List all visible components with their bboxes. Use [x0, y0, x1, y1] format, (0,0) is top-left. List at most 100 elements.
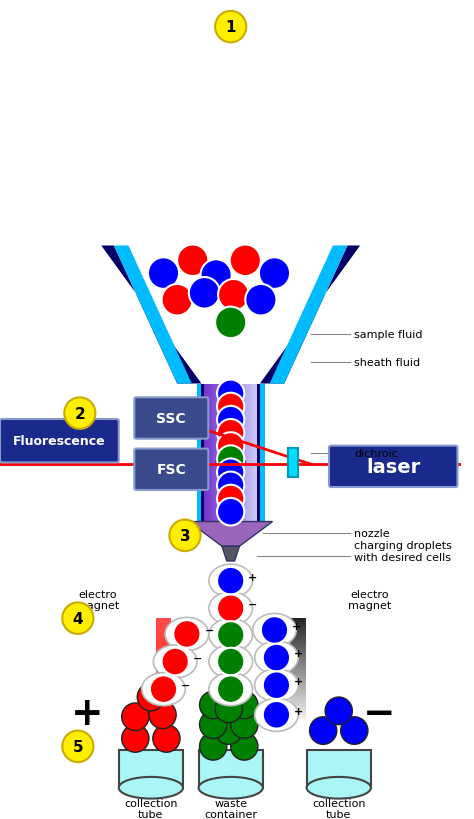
Bar [290, 635, 306, 636]
Circle shape [217, 432, 244, 460]
Circle shape [245, 284, 276, 316]
Bar [255, 384, 256, 522]
Bar [290, 715, 306, 717]
Text: dichroic: dichroic [354, 448, 398, 458]
Circle shape [325, 697, 352, 725]
Bar [156, 711, 171, 713]
Bar [156, 676, 171, 679]
Bar [250, 384, 251, 522]
Bar [156, 713, 171, 715]
Bar [290, 622, 306, 624]
Polygon shape [270, 247, 347, 384]
Text: −: − [248, 600, 257, 609]
Circle shape [218, 279, 249, 311]
Circle shape [200, 711, 227, 739]
Bar [290, 658, 306, 661]
Bar [290, 685, 306, 686]
Bar [245, 384, 246, 522]
Bar [156, 697, 171, 699]
Circle shape [259, 258, 290, 289]
Bar [232, 384, 233, 522]
Bar [290, 699, 306, 701]
Circle shape [217, 393, 244, 421]
Text: +: + [294, 676, 303, 686]
Circle shape [189, 278, 220, 310]
Text: 1: 1 [226, 20, 236, 35]
Bar [290, 695, 306, 697]
Circle shape [231, 733, 258, 760]
Bar [156, 708, 171, 711]
Bar [217, 384, 218, 522]
Bar [248, 384, 249, 522]
Bar [290, 649, 306, 650]
Ellipse shape [209, 618, 253, 652]
Text: charging droplets
with desired cells: charging droplets with desired cells [354, 541, 452, 562]
Text: tube: tube [138, 809, 164, 819]
Text: 2: 2 [74, 406, 85, 421]
Bar [156, 631, 171, 632]
Bar [156, 635, 171, 636]
Bar [226, 384, 227, 522]
Bar [290, 708, 306, 711]
FancyBboxPatch shape [134, 398, 208, 439]
Text: nozzle: nozzle [354, 529, 390, 539]
Text: FSC: FSC [156, 463, 186, 477]
Circle shape [217, 676, 244, 703]
Ellipse shape [119, 777, 183, 799]
Bar [290, 686, 306, 689]
Circle shape [64, 398, 95, 429]
Bar [260, 384, 265, 522]
Bar [156, 649, 171, 650]
Bar [205, 384, 206, 522]
Bar [156, 632, 171, 635]
Circle shape [62, 731, 93, 762]
Bar [236, 384, 237, 522]
Ellipse shape [165, 618, 209, 651]
Bar [156, 667, 171, 668]
Circle shape [162, 284, 193, 316]
Circle shape [215, 717, 242, 744]
Text: laser: laser [366, 457, 420, 476]
Text: −: − [193, 653, 202, 663]
Circle shape [177, 245, 208, 277]
Circle shape [148, 258, 179, 289]
Bar [290, 646, 306, 649]
Circle shape [149, 701, 176, 729]
Bar [254, 384, 255, 522]
Bar [290, 657, 306, 658]
Text: SSC: SSC [156, 411, 186, 426]
Bar [290, 624, 306, 627]
Bar [156, 681, 171, 683]
Ellipse shape [307, 777, 371, 799]
Bar [156, 661, 171, 663]
Text: 3: 3 [180, 528, 190, 543]
Bar [290, 701, 306, 703]
Bar [156, 643, 171, 645]
Text: +: + [294, 649, 303, 658]
Bar [156, 672, 171, 675]
Bar [234, 384, 235, 522]
Bar [290, 667, 306, 668]
Bar [156, 654, 171, 657]
Text: +: + [71, 694, 104, 732]
Text: 4: 4 [73, 611, 83, 626]
Bar [207, 384, 208, 522]
Bar [249, 384, 250, 522]
Ellipse shape [253, 613, 296, 647]
Bar [156, 689, 171, 690]
Circle shape [217, 406, 244, 434]
FancyBboxPatch shape [329, 446, 457, 487]
Bar [156, 686, 171, 689]
Bar [290, 693, 306, 695]
Circle shape [310, 717, 337, 744]
Circle shape [217, 472, 244, 500]
Circle shape [263, 644, 290, 672]
FancyBboxPatch shape [134, 449, 208, 491]
Circle shape [261, 617, 288, 644]
Bar [230, 384, 231, 522]
Circle shape [122, 703, 149, 731]
Bar [288, 448, 298, 477]
Bar [156, 621, 171, 622]
Bar [156, 683, 171, 685]
Bar [156, 668, 171, 671]
